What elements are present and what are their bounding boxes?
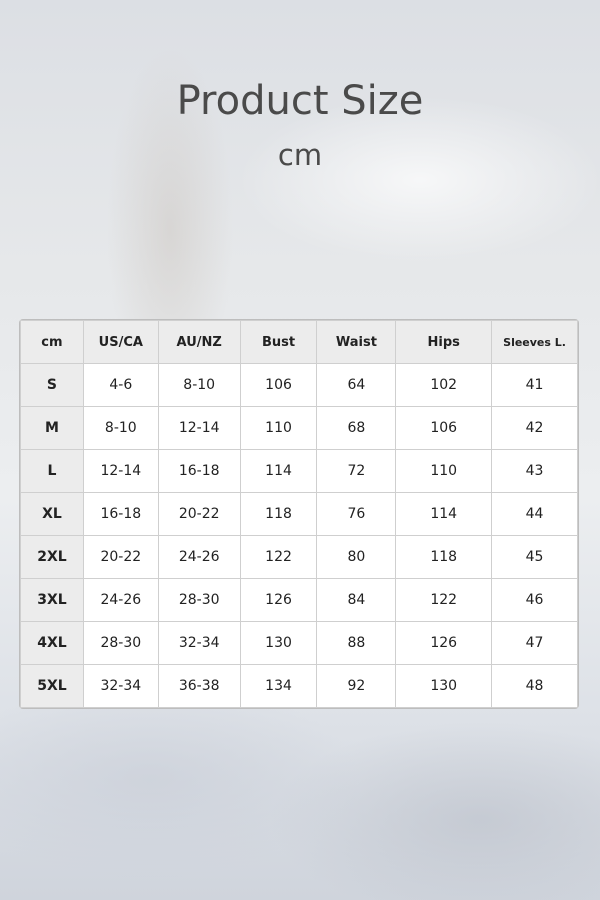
table-cell: 28-30 [82,621,159,665]
table-cell: 47 [491,621,578,665]
table-cell: 36-38 [157,664,241,708]
table-cell: 88 [316,621,397,665]
table-row: M 8-10 12-14 110 68 106 42 [20,406,578,450]
table-cell: 28-30 [157,578,241,622]
table-cell: 20-22 [157,492,241,536]
table-cell: 12-14 [157,406,241,450]
table-cell: 48 [491,664,578,708]
table-cell: 126 [395,621,493,665]
table-cell: 110 [395,449,493,493]
table-cell: 45 [491,535,578,579]
table-cell: 122 [395,578,493,622]
size-label: M [20,406,84,450]
table-cell: 114 [239,449,318,493]
table-cell: 102 [395,363,493,407]
table-cell: 80 [316,535,397,579]
table-cell: 41 [491,363,578,407]
table-cell: 114 [395,492,493,536]
table-cell: 24-26 [157,535,241,579]
table-cell: 24-26 [82,578,159,622]
size-label: 2XL [20,535,84,579]
table-cell: 12-14 [82,449,159,493]
table-cell: 42 [491,406,578,450]
table-cell: 72 [316,449,397,493]
table-cell: 4-6 [82,363,159,407]
table-cell: 118 [239,492,318,536]
table-cell: 44 [491,492,578,536]
table-cell: 84 [316,578,397,622]
table-cell: 68 [316,406,397,450]
table-cell: 122 [239,535,318,579]
size-table: cm US/CA AU/NZ Bust Waist Hips Sleeves L. S 4-6… [20,320,578,708]
table-cell: 130 [239,621,318,665]
size-label: 3XL [20,578,84,622]
table-cell: 8-10 [82,406,159,450]
table-row: S 4-6 8-10 106 64 102 41 [20,363,578,407]
table-cell: 118 [395,535,493,579]
column-header: cm [20,320,84,364]
table-row: 3XL 24-26 28-30 126 84 122 46 [20,578,578,622]
table-row: 2XL 20-22 24-26 122 80 118 45 [20,535,578,579]
table-header-row: cm US/CA AU/NZ Bust Waist Hips Sleeves L. [20,320,578,364]
table-cell: 43 [491,449,578,493]
table-cell: 106 [239,363,318,407]
size-label: L [20,449,84,493]
table-cell: 46 [491,578,578,622]
table-cell: 110 [239,406,318,450]
table-cell: 64 [316,363,397,407]
column-header: Bust [239,320,318,364]
size-label: 5XL [20,664,84,708]
column-header: AU/NZ [157,320,241,364]
table-cell: 20-22 [82,535,159,579]
table-cell: 16-18 [82,492,159,536]
table-row: L 12-14 16-18 114 72 110 43 [20,449,578,493]
table-cell: 92 [316,664,397,708]
table-cell: 106 [395,406,493,450]
table-cell: 8-10 [157,363,241,407]
size-label: 4XL [20,621,84,665]
column-header: US/CA [82,320,159,364]
table-cell: 16-18 [157,449,241,493]
table-row: 5XL 32-34 36-38 134 92 130 48 [20,664,578,708]
table-cell: 32-34 [157,621,241,665]
table-cell: 126 [239,578,318,622]
column-header: Hips [395,320,493,364]
unit-subtitle: cm [277,138,323,172]
size-label: S [20,363,84,407]
table-cell: 76 [316,492,397,536]
table-cell: 130 [395,664,493,708]
table-cell: 134 [239,664,318,708]
column-header: Waist [316,320,397,364]
size-label: XL [20,492,84,536]
column-header: Sleeves L. [491,320,578,364]
table-row: 4XL 28-30 32-34 130 88 126 47 [20,621,578,665]
table-row: XL 16-18 20-22 118 76 114 44 [20,492,578,536]
page-title: Product Size [176,78,424,124]
table-cell: 32-34 [82,664,159,708]
